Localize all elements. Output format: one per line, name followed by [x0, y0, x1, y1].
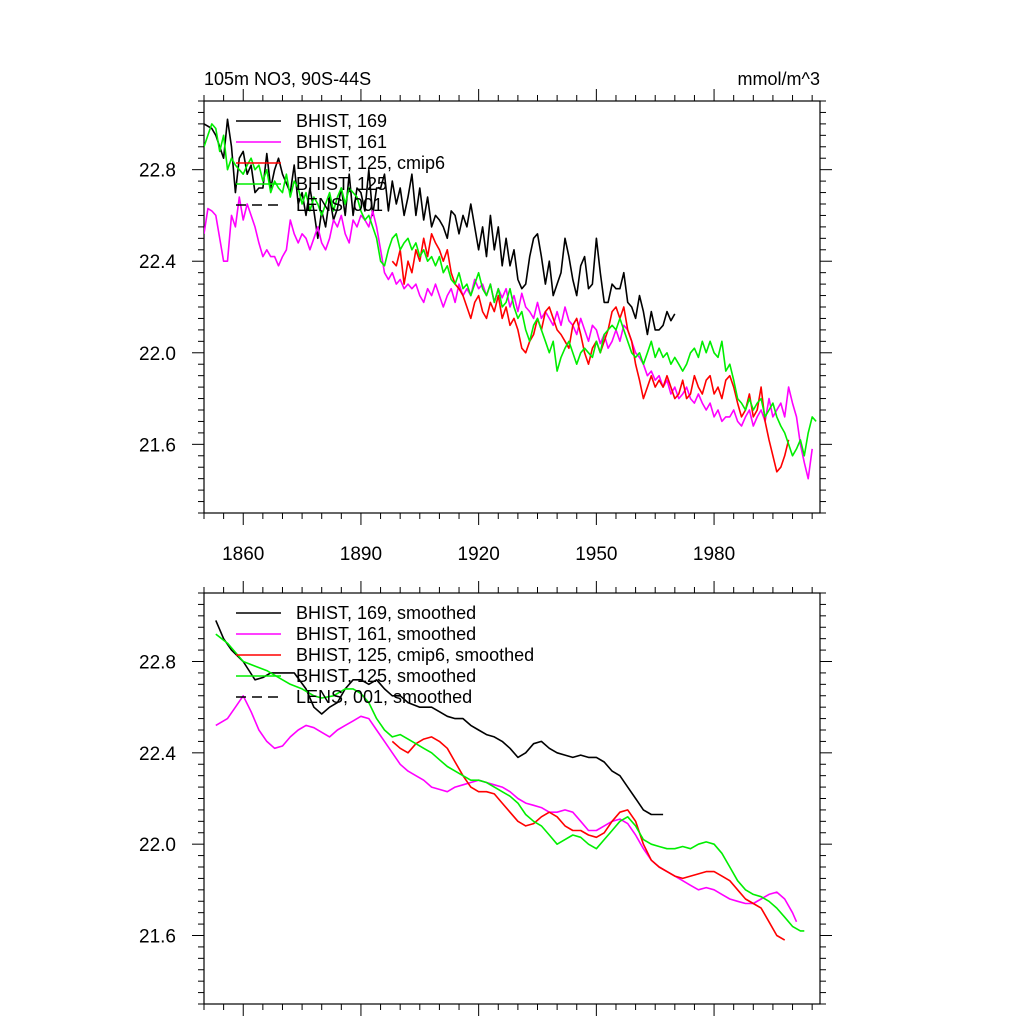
y-tick-label: 22.4 [139, 744, 176, 765]
legend-label: LENS, 001 [296, 195, 383, 215]
x-tick-label: 1980 [693, 544, 735, 565]
bottom-x-axis [203, 581, 813, 1016]
figure-units: mmol/m^3 [738, 69, 820, 89]
y-tick-label: 22.0 [139, 835, 176, 856]
x-tick-label: 1860 [222, 544, 264, 565]
top-panel: 1860 1890 1920 1950 1980 21.6 22.0 22.4 22.8 BHIS… [139, 89, 832, 565]
series-line-3 [204, 123, 817, 457]
y-tick-label: 22.8 [139, 161, 176, 182]
legend-label: BHIST, 125, cmip6, smoothed [296, 645, 534, 665]
series-line-0 [215, 620, 664, 816]
series-line-2 [391, 736, 786, 941]
legend-label: BHIST, 169 [296, 111, 387, 131]
legend-label: BHIST, 161, smoothed [296, 624, 476, 644]
bottom-y-axis: 21.6 22.0 22.4 22.8 [139, 592, 832, 1005]
top-series-group [204, 118, 817, 480]
series-line-0 [204, 118, 676, 336]
legend-label: BHIST, 125, cmip6 [296, 153, 445, 173]
series-line-3 [215, 633, 805, 932]
top-x-axis: 1860 1890 1920 1950 1980 [203, 89, 813, 565]
y-tick-label: 21.6 [139, 435, 176, 456]
y-tick-label: 22.0 [139, 344, 176, 365]
legend-label: BHIST, 161 [296, 132, 387, 152]
bottom-series-group [215, 620, 805, 941]
series-line-1 [215, 695, 798, 923]
legend-label: BHIST, 169, smoothed [296, 603, 476, 623]
top-y-axis: 21.6 22.0 22.4 22.8 [139, 100, 832, 514]
x-tick-label: 1950 [575, 544, 617, 565]
legend-label: BHIST, 125, smoothed [296, 666, 476, 686]
y-tick-label: 22.4 [139, 252, 176, 273]
legend-label: BHIST, 125 [296, 174, 387, 194]
legend-label: LENS, 001, smoothed [296, 687, 472, 707]
x-tick-label: 1920 [458, 544, 500, 565]
series-line-1 [204, 196, 813, 480]
series-line-2 [391, 233, 790, 473]
x-tick-label: 1890 [340, 544, 382, 565]
y-tick-label: 21.6 [139, 927, 176, 948]
y-tick-label: 22.8 [139, 653, 176, 674]
figure-title: 105m NO3, 90S-44S [204, 69, 371, 89]
